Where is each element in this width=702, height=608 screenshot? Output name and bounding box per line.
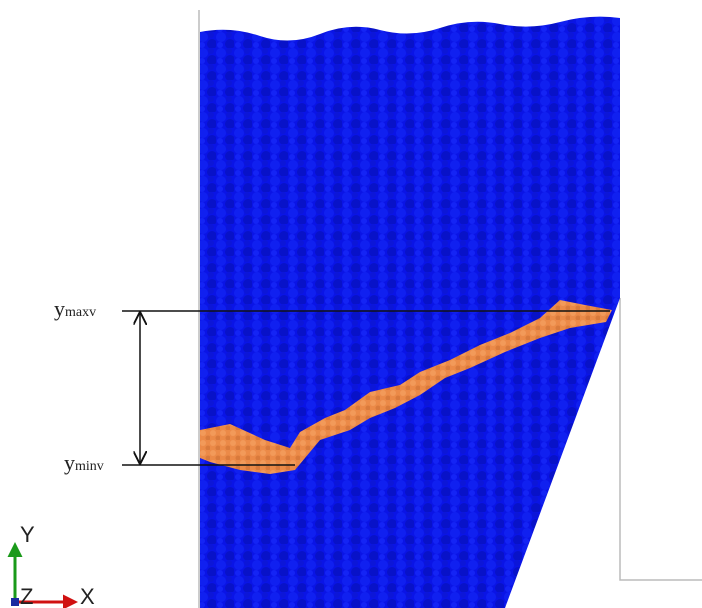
y-min-label: yminv	[64, 450, 104, 475]
x-axis-label: X	[80, 584, 95, 608]
particle-bed	[200, 16, 620, 608]
label-part: minv	[75, 459, 104, 474]
y-max-label: ymaxv	[54, 296, 96, 321]
z-axis-dot	[11, 598, 19, 606]
label-part: maxv	[65, 305, 96, 320]
z-axis-label: Z	[20, 584, 33, 608]
label-part: y	[64, 450, 75, 475]
right-wall	[619, 298, 702, 581]
label-part: y	[54, 296, 65, 321]
shear-band	[200, 300, 612, 474]
y-axis-label: Y	[20, 522, 35, 547]
